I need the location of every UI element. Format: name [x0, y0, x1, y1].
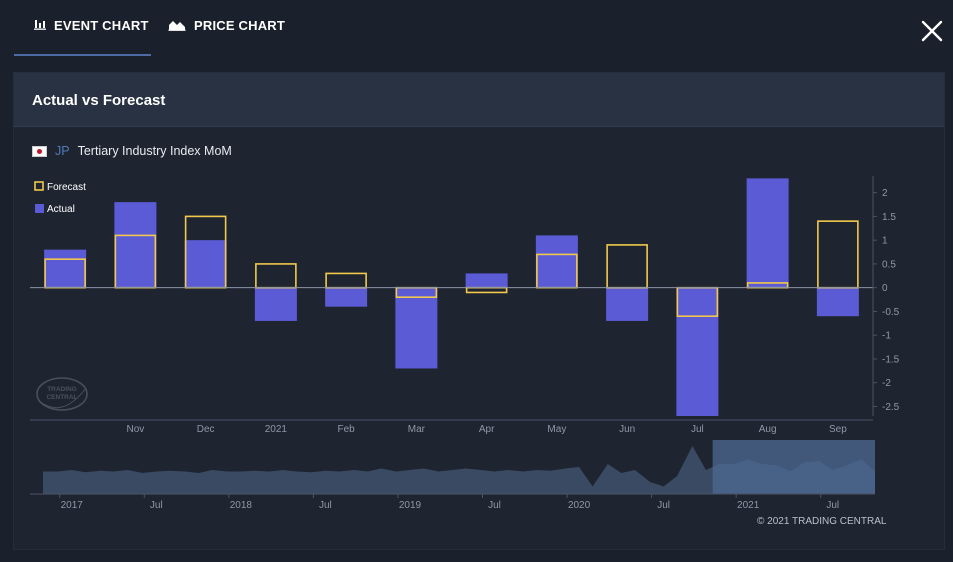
y-tick-label: 1.5 — [882, 212, 896, 223]
copyright: © 2021 TRADING CENTRAL — [757, 516, 887, 527]
navigator-tick-label: 2020 — [568, 500, 591, 511]
navigator-tick-label: 2017 — [61, 500, 84, 511]
actual-bar-1[interactable] — [114, 202, 157, 288]
trading-central-watermark: TRADING CENTRAL — [36, 377, 88, 411]
legend-forecast-label: Forecast — [47, 182, 86, 193]
actual-bar-0[interactable] — [44, 249, 87, 288]
tab-event-chart-label: EVENT CHART — [54, 18, 149, 33]
navigator-tick-label: Jul — [488, 500, 501, 511]
actual-bar-8[interactable] — [606, 287, 649, 321]
x-tick-label: Aug — [759, 424, 777, 435]
navigator-tick-label: Jul — [150, 500, 163, 511]
navigator-tick-label: Jul — [826, 500, 839, 511]
actual-bar-2[interactable] — [184, 240, 227, 288]
x-tick-label: Dec — [197, 424, 215, 435]
navigator-tick-label: Jul — [657, 500, 670, 511]
legend-forecast-swatch — [34, 181, 44, 191]
x-tick-label: Apr — [479, 424, 495, 435]
bar-chart-icon — [34, 20, 46, 30]
tab-bar: EVENT CHART PRICE CHART — [0, 0, 953, 56]
actual-bar-10[interactable] — [746, 178, 789, 288]
indicator-name: Tertiary Industry Index MoM — [77, 144, 232, 158]
y-tick-label: -0.5 — [882, 307, 900, 318]
y-tick-label: -1 — [882, 331, 891, 342]
actual-bar-7[interactable] — [535, 235, 578, 288]
panel-header: Actual vs Forecast — [14, 73, 944, 127]
x-tick-label: Jul — [691, 424, 704, 435]
x-axis: Nov Dec 2021 Feb Mar Apr May Jun Jul Aug Sep — [126, 424, 847, 435]
x-tick-label: Nov — [126, 424, 144, 435]
bars-layer — [44, 178, 859, 416]
forecast-bar-8[interactable] — [606, 244, 648, 289]
forecast-bar-11[interactable] — [817, 220, 859, 289]
legend-actual-label: Actual — [47, 204, 75, 215]
indicator-subtitle: JP Tertiary Industry Index MoM — [32, 143, 232, 159]
actual-bar-6[interactable] — [465, 273, 508, 288]
actual-bar-9[interactable] — [676, 287, 719, 416]
x-tick-label: 2021 — [265, 424, 288, 435]
x-tick-label: May — [547, 424, 566, 435]
legend-actual-swatch — [35, 204, 44, 213]
forecast-bar-3[interactable] — [255, 263, 297, 289]
actual-bar-5[interactable] — [395, 287, 438, 369]
navigator-tick-label: 2021 — [737, 500, 760, 511]
svg-text:TRADING: TRADING — [47, 386, 77, 393]
country-code: JP — [55, 144, 70, 158]
x-tick-label: Jun — [619, 424, 635, 435]
actual-bar-11[interactable] — [816, 287, 859, 317]
y-tick-label: 0 — [882, 283, 888, 294]
japan-flag-icon — [32, 145, 47, 157]
y-tick-label: -2.5 — [882, 402, 900, 413]
y-tick-label: -1.5 — [882, 354, 900, 365]
tab-price-chart[interactable]: PRICE CHART — [168, 18, 285, 56]
y-tick-label: 0.5 — [882, 259, 896, 270]
navigator-tick-label: 2019 — [399, 500, 422, 511]
svg-text:CENTRAL: CENTRAL — [46, 394, 77, 401]
panel-title: Actual vs Forecast — [32, 92, 166, 109]
navigator[interactable] — [30, 440, 875, 495]
legend: Forecast Actual — [34, 181, 86, 215]
forecast-bar-4[interactable] — [325, 272, 367, 289]
navigator-tick-label: 2018 — [230, 500, 253, 511]
tab-price-chart-label: PRICE CHART — [194, 18, 286, 33]
navigator-tick-label: Jul — [319, 500, 332, 511]
y-tick-label: 2 — [882, 188, 888, 199]
navigator-area — [43, 446, 875, 494]
tab-event-chart[interactable]: EVENT CHART — [14, 18, 151, 56]
x-tick-label: Sep — [829, 424, 847, 435]
y-tick-label: 1 — [882, 236, 888, 247]
navigator-selection[interactable] — [712, 440, 875, 494]
actual-bar-3[interactable] — [254, 287, 297, 321]
actual-bar-4[interactable] — [325, 287, 368, 307]
close-icon[interactable] — [919, 18, 945, 44]
area-chart-icon — [168, 21, 186, 31]
x-tick-label: Feb — [338, 424, 356, 435]
x-tick-label: Mar — [408, 424, 426, 435]
navigator-x-axis: 2017 Jul 2018 Jul 2019 Jul 2020 Jul 2021 Jul — [59, 494, 839, 511]
forecast-bar-6[interactable] — [465, 286, 508, 294]
y-tick-label: -2 — [882, 378, 891, 389]
y-axis: 2 1.5 1 0.5 0 -0.5 -1 -1.5 -2 -2.5 — [873, 188, 900, 413]
